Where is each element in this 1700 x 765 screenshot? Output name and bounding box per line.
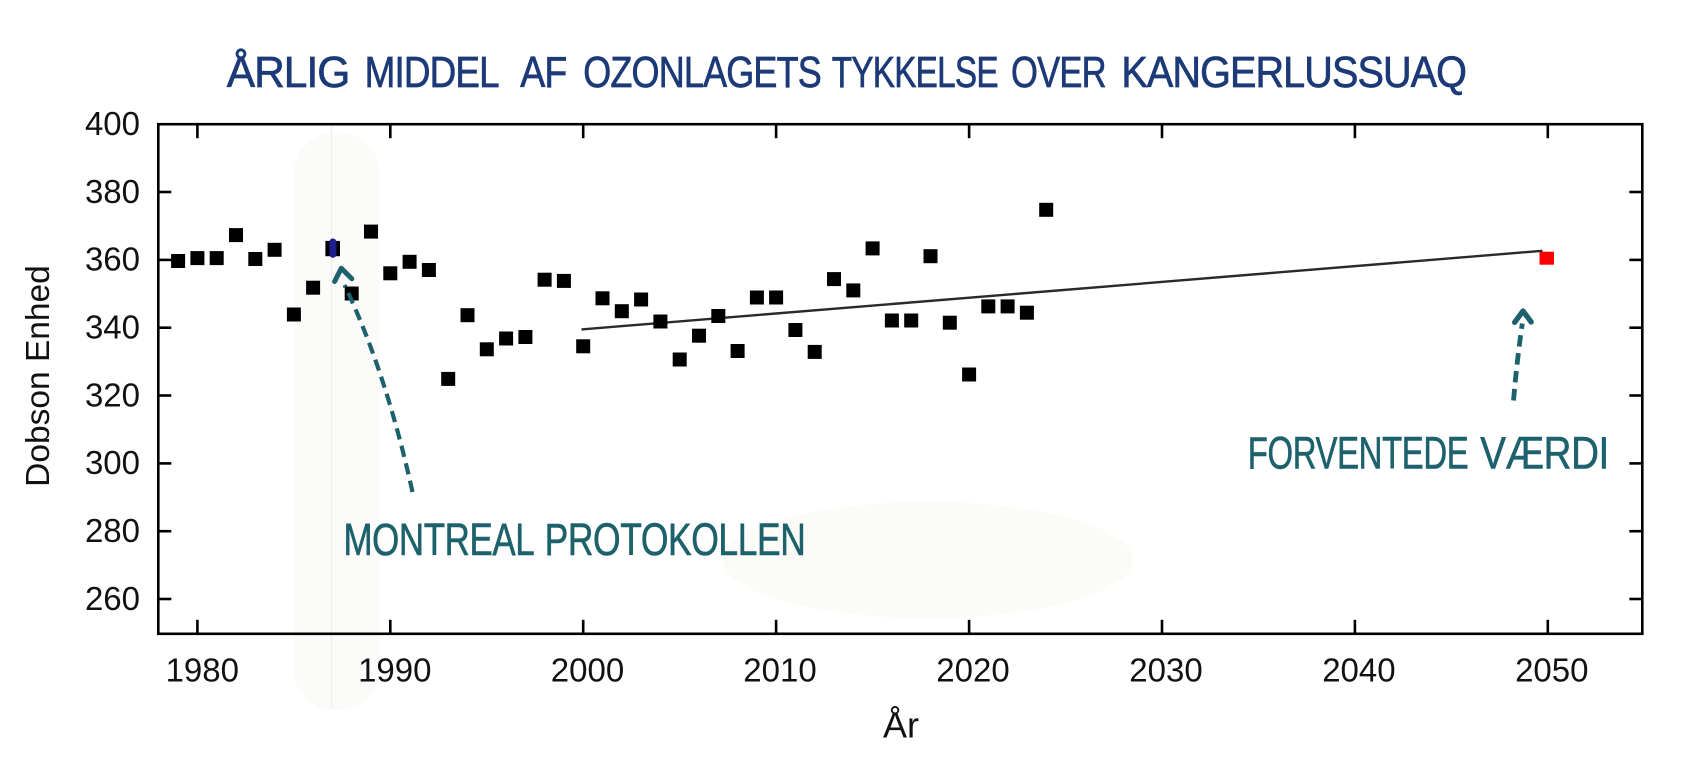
svg-text:260: 260: [85, 580, 140, 617]
svg-text:2000: 2000: [551, 651, 624, 688]
svg-text:VÆRDI: VÆRDI: [1480, 427, 1608, 478]
svg-text:2020: 2020: [936, 651, 1009, 688]
svg-text:340: 340: [85, 309, 140, 346]
svg-text:2050: 2050: [1515, 651, 1588, 688]
svg-text:MONTREAL: MONTREAL: [344, 513, 535, 565]
svg-text:FORVENTEDE: FORVENTEDE: [1248, 428, 1469, 478]
svg-text:360: 360: [85, 241, 140, 278]
svg-text:KANGERLUSSUAQ: KANGERLUSSUAQ: [1121, 47, 1466, 96]
svg-text:År: År: [883, 705, 919, 746]
svg-text:1990: 1990: [358, 651, 431, 688]
svg-text:2040: 2040: [1322, 651, 1395, 688]
svg-text:TYKKELSE: TYKKELSE: [832, 49, 998, 97]
svg-text:2030: 2030: [1129, 651, 1202, 688]
svg-text:OZONLAGETS: OZONLAGETS: [583, 48, 821, 97]
svg-text:Dobson Enhed: Dobson Enhed: [20, 265, 57, 487]
svg-text:AF: AF: [520, 47, 566, 97]
svg-text:400: 400: [85, 105, 140, 142]
svg-text:380: 380: [85, 173, 140, 210]
svg-text:1980: 1980: [166, 651, 239, 688]
svg-text:MIDDEL: MIDDEL: [365, 47, 500, 97]
svg-text:ÅRLIG: ÅRLIG: [227, 48, 350, 97]
svg-text:OVER: OVER: [1011, 48, 1106, 97]
svg-text:320: 320: [85, 376, 140, 413]
svg-text:280: 280: [85, 512, 140, 549]
svg-text:2010: 2010: [743, 651, 816, 688]
svg-text:PROTOKOLLEN: PROTOKOLLEN: [545, 514, 806, 565]
svg-text:300: 300: [85, 444, 140, 481]
